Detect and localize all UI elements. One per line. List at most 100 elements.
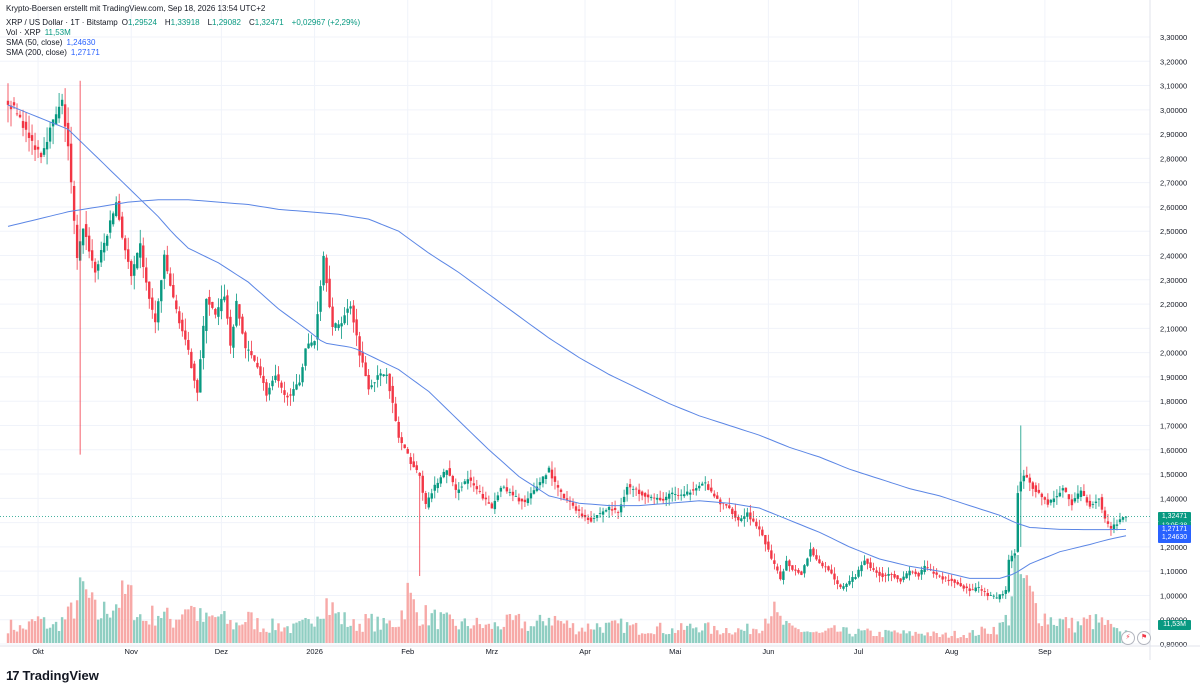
- candle-body: [800, 571, 803, 575]
- volume-bar: [998, 622, 1001, 643]
- candle-body: [289, 394, 292, 396]
- candle-body: [121, 216, 124, 238]
- candle-body: [905, 573, 908, 579]
- volume-bar: [731, 634, 734, 643]
- candle-body: [971, 589, 974, 591]
- candle-body: [857, 569, 860, 577]
- candle-body: [1016, 493, 1020, 552]
- calendar-flag-icon[interactable]: ⚑: [1137, 631, 1151, 645]
- volume-bar: [544, 625, 548, 643]
- volume-legend[interactable]: Vol · XRP 11,53M: [6, 28, 71, 37]
- volume-bar: [105, 613, 109, 643]
- volume-bar: [971, 630, 974, 643]
- candle-body: [388, 373, 391, 392]
- candle-body: [559, 489, 563, 492]
- volume-bar: [205, 612, 208, 643]
- candle-body: [1121, 517, 1125, 520]
- volume-bar: [773, 601, 776, 643]
- candle-body: [683, 494, 686, 497]
- tradingview-logo[interactable]: 17 TradingView: [6, 668, 99, 683]
- candle-body: [337, 324, 340, 328]
- candle-body: [181, 319, 184, 332]
- candle-body: [33, 145, 37, 150]
- volume-bar: [415, 612, 418, 643]
- volume-bar: [556, 620, 560, 643]
- candle-body: [698, 485, 701, 489]
- candle-body: [75, 224, 79, 258]
- volume-tag: 11,53M: [1158, 620, 1191, 630]
- volume-bar: [1037, 623, 1041, 643]
- candle-body: [869, 562, 872, 568]
- symbol-label[interactable]: XRP / US Dollar · 1T · Bitstamp: [6, 18, 118, 27]
- volume-bar: [944, 632, 947, 643]
- candle-body: [953, 579, 956, 583]
- sma50-legend[interactable]: SMA (50, close) 1,24630: [6, 38, 96, 47]
- volume-bar: [72, 618, 76, 643]
- y-tick-label: 3,20000: [1160, 57, 1187, 66]
- candle-body: [917, 572, 920, 577]
- candle-body: [583, 514, 587, 518]
- volume-bar: [466, 626, 470, 643]
- volume-bar: [547, 617, 551, 643]
- volume-bar: [577, 631, 581, 643]
- volume-bar: [511, 620, 515, 643]
- volume-bar: [75, 600, 79, 643]
- candle-body: [794, 569, 797, 571]
- volume-bar: [262, 628, 265, 643]
- open-label: O1,29524: [121, 18, 157, 27]
- candle-body: [520, 498, 524, 502]
- candle-body: [1013, 553, 1017, 556]
- candle-body: [319, 286, 322, 312]
- volume-bar: [622, 632, 626, 643]
- candle-body: [974, 587, 977, 592]
- candle-body: [1124, 516, 1128, 518]
- candle-body: [376, 375, 379, 380]
- candle-body: [932, 571, 935, 574]
- candle-body: [9, 105, 13, 110]
- volume-bar: [304, 617, 307, 643]
- volume-bar: [319, 618, 322, 643]
- volume-bar: [869, 630, 872, 643]
- candle-body: [286, 395, 289, 398]
- candle-body: [214, 309, 217, 315]
- candle-body: [157, 301, 160, 323]
- volume-bar: [108, 617, 112, 643]
- candle-body: [382, 374, 385, 377]
- volume-bar: [1115, 628, 1119, 643]
- volume-bar: [932, 631, 935, 643]
- candle-body: [761, 529, 764, 536]
- candle-body: [460, 486, 464, 488]
- volume-bar: [670, 628, 674, 643]
- volume-bar: [1064, 617, 1068, 643]
- volume-bar: [217, 616, 220, 643]
- volume-bar: [905, 633, 908, 643]
- volume-bar: [812, 632, 815, 643]
- volume-bar: [884, 629, 887, 643]
- volume-bar: [220, 614, 223, 643]
- volume-bar: [664, 634, 668, 643]
- sma50-price-tag: 1,24630: [1158, 532, 1191, 543]
- candle-body: [169, 273, 172, 286]
- volume-bar: [307, 619, 310, 643]
- volume-bar: [1031, 591, 1035, 643]
- candle-body: [307, 343, 310, 349]
- volume-bar: [601, 632, 605, 643]
- volume-bar: [114, 604, 118, 643]
- flash-icon[interactable]: ⚡: [1121, 631, 1135, 645]
- volume-bar: [1043, 613, 1047, 643]
- volume-bar: [986, 633, 989, 643]
- sma200-legend[interactable]: SMA (200, close) 1,27171: [6, 48, 100, 57]
- volume-bar: [247, 611, 250, 643]
- candle-body: [226, 295, 229, 319]
- symbol-legend[interactable]: XRP / US Dollar · 1T · Bitstamp O1,29524 H…: [6, 18, 364, 27]
- candle-body: [710, 487, 713, 492]
- volume-bar: [592, 629, 596, 643]
- candle-body: [755, 521, 758, 527]
- volume-bar: [583, 631, 587, 643]
- y-tick-label: 2,90000: [1160, 130, 1187, 139]
- x-tick-label: Dez: [215, 647, 229, 656]
- candle-body: [1061, 488, 1065, 491]
- volume-bar: [133, 620, 136, 643]
- candle-body: [154, 313, 157, 323]
